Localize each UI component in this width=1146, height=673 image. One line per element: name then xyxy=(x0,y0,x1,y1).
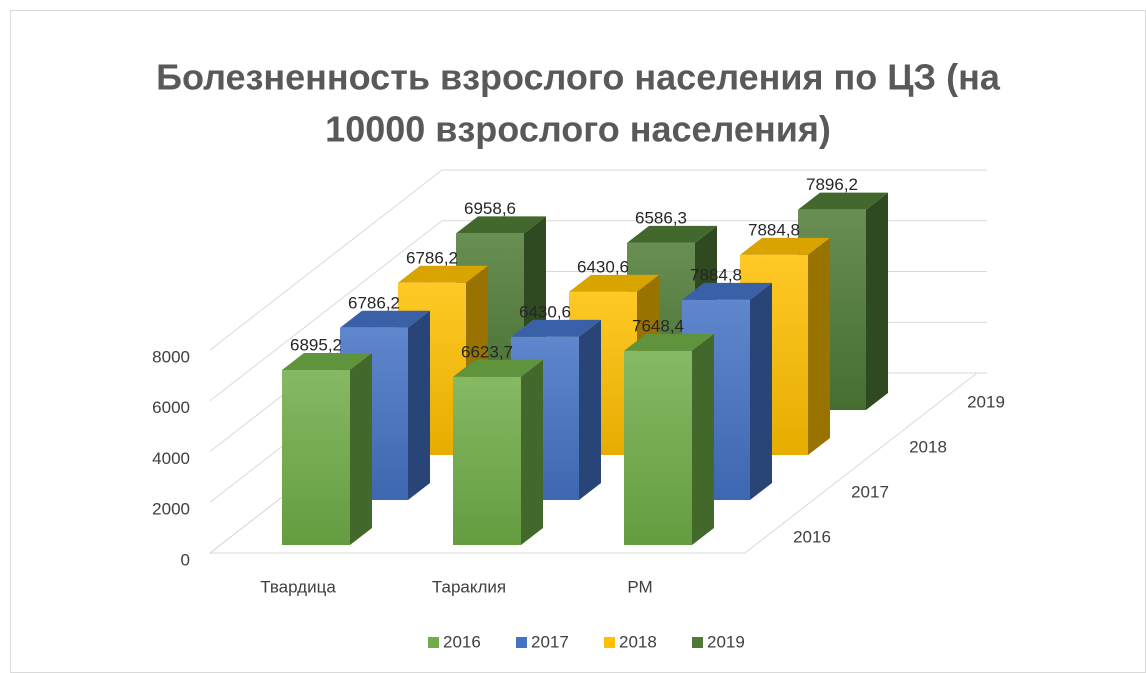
bar-side xyxy=(692,333,714,545)
legend-label: 2018 xyxy=(619,632,657,651)
data-label: 6586,3 xyxy=(635,208,687,227)
data-label: 6786,2 xyxy=(348,293,400,312)
bar-side xyxy=(808,237,830,455)
bar-top xyxy=(740,237,830,255)
bar-side xyxy=(579,319,601,500)
y-tick-label: 4000 xyxy=(152,449,190,468)
chart-title: 10000 взрослого населения) xyxy=(325,109,831,150)
data-label: 6430,6 xyxy=(519,302,571,321)
bar-side xyxy=(408,310,430,500)
bar-top xyxy=(624,333,714,351)
bar-top xyxy=(511,319,601,337)
bar-top xyxy=(569,274,659,292)
data-label: 7884,8 xyxy=(748,220,800,239)
bar-side xyxy=(866,192,888,410)
data-label: 6623,7 xyxy=(461,342,513,361)
bar-side xyxy=(350,353,372,545)
legend-label: 2016 xyxy=(443,632,481,651)
legend-swatch xyxy=(428,637,439,648)
y-tick-label: 0 xyxy=(181,550,190,569)
bar-top xyxy=(798,192,888,210)
x-tick-label: Твардица xyxy=(260,577,336,596)
data-label: 6895,2 xyxy=(290,336,342,355)
data-label: 7896,2 xyxy=(806,175,858,194)
depth-label: 2016 xyxy=(793,527,831,546)
bar-top xyxy=(453,359,543,377)
bar-front xyxy=(282,370,350,545)
legend-label: 2017 xyxy=(531,632,569,651)
legend-label: 2019 xyxy=(707,632,745,651)
bar-top xyxy=(627,225,717,243)
bar xyxy=(453,359,543,545)
y-tick-label: 8000 xyxy=(152,347,190,366)
legend-swatch xyxy=(516,637,527,648)
bar-top xyxy=(682,282,772,300)
bar-front xyxy=(453,376,521,545)
grid-line xyxy=(209,169,987,351)
bar-top xyxy=(340,310,430,328)
bar xyxy=(282,353,372,545)
bar-top xyxy=(282,353,372,371)
bar-top xyxy=(456,216,546,234)
bar-top xyxy=(398,265,488,283)
data-label: 7884,8 xyxy=(690,265,742,284)
bar-front xyxy=(624,350,692,545)
y-tick-label: 2000 xyxy=(152,500,190,519)
bar-side xyxy=(521,359,543,545)
x-tick-label: Тараклия xyxy=(432,577,506,596)
data-label: 6430,6 xyxy=(577,257,629,276)
data-label: 6958,6 xyxy=(464,199,516,218)
depth-label: 2017 xyxy=(851,482,889,501)
depth-label: 2018 xyxy=(909,437,947,456)
x-tick-label: РМ xyxy=(627,577,652,596)
y-tick-label: 6000 xyxy=(152,398,190,417)
legend-swatch xyxy=(692,637,703,648)
legend-swatch xyxy=(604,637,615,648)
data-label: 6786,2 xyxy=(406,248,458,267)
depth-label: 2019 xyxy=(967,392,1005,411)
bar xyxy=(624,333,714,545)
chart-title: Болезненность взрослого населения по ЦЗ … xyxy=(156,57,1001,98)
data-label: 7648,4 xyxy=(632,316,684,335)
bar-side xyxy=(750,282,772,500)
